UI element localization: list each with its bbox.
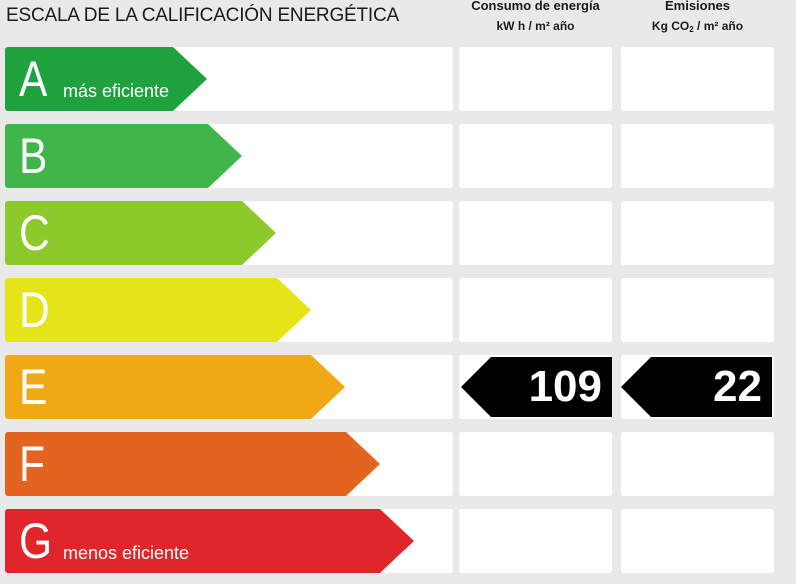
- energy-cell: [459, 124, 612, 188]
- energy-cell: [459, 201, 612, 265]
- rating-arrow-b: B: [5, 124, 242, 188]
- emissions-cell: [621, 278, 774, 342]
- rating-arrow-f: F: [5, 432, 380, 496]
- energy-heading: Consumo de energía: [471, 0, 600, 13]
- rating-note: menos eficiente: [63, 543, 190, 563]
- rating-arrow-d: D: [5, 278, 311, 342]
- rating-row-f: F: [0, 432, 796, 496]
- energy-cell: [459, 432, 612, 496]
- rating-letter: E: [19, 359, 48, 415]
- rating-row-b: B: [0, 124, 796, 188]
- rating-letter: F: [19, 436, 45, 492]
- energy-cell: [459, 278, 612, 342]
- emissions-cell: [621, 432, 774, 496]
- energy-cell: [459, 509, 612, 573]
- rating-row-d: D: [0, 278, 796, 342]
- emissions-value: 22: [713, 362, 762, 411]
- energy-value-badge: 109: [461, 357, 612, 417]
- energy-column-header: Consumo de energía kW h / m² año: [459, 0, 612, 33]
- page-title: ESCALA DE LA CALIFICACIÓN ENERGÉTICA: [6, 5, 399, 26]
- energy-unit: kW h / m² año: [496, 19, 575, 33]
- rating-arrow-c: C: [5, 201, 276, 265]
- energy-cell: [459, 47, 612, 111]
- rating-letter: D: [19, 282, 50, 338]
- emissions-heading: Emisiones: [664, 0, 731, 13]
- emissions-unit: Kg CO2 / m² año: [651, 19, 744, 34]
- energy-value: 109: [528, 362, 602, 411]
- emissions-cell: [621, 124, 774, 188]
- emissions-value-badge: 22: [621, 357, 772, 417]
- rating-letter: A: [19, 51, 48, 107]
- rating-letter: B: [19, 128, 48, 184]
- emissions-cell: [621, 47, 774, 111]
- rating-row-e: E 109 22: [0, 355, 796, 419]
- emissions-cell: [621, 509, 774, 573]
- rating-arrow-e: E: [5, 355, 345, 419]
- rating-letter: G: [19, 513, 53, 569]
- emissions-cell: [621, 201, 774, 265]
- emissions-column-header: Emisiones Kg CO2 / m² año: [621, 0, 774, 37]
- rating-letter: C: [19, 205, 50, 261]
- rating-row-c: C: [0, 201, 796, 265]
- rating-note: más eficiente: [63, 81, 170, 101]
